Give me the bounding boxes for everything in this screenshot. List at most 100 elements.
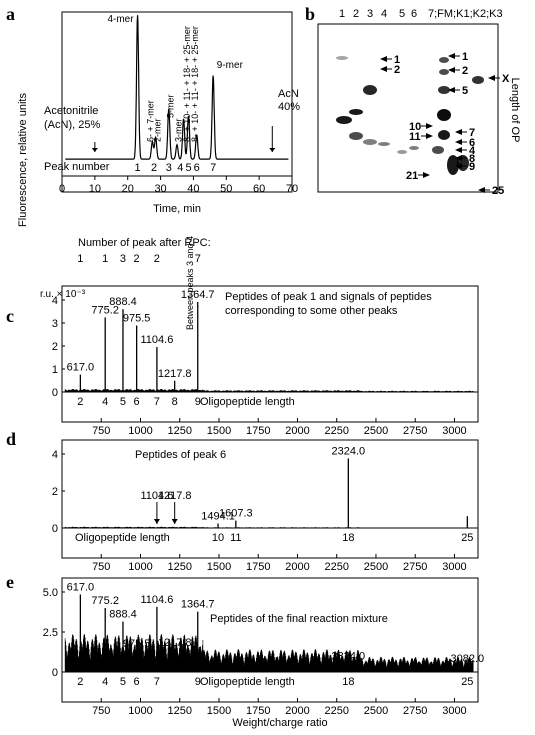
- c-legend-1: Peptides of peak 1 and signals of peptid…: [225, 291, 432, 303]
- spectrum-arrowhead: [171, 519, 178, 524]
- gel-lane-label: 4: [381, 8, 387, 20]
- spectrum-peak-label: 1104.6: [140, 490, 173, 502]
- acn-end-line1: AcN: [278, 88, 299, 100]
- oligopeptide-length-number: 6: [134, 396, 140, 408]
- spectrum-ytick-label: 4: [52, 449, 58, 461]
- spectrum-ytick-label: 0: [52, 387, 58, 399]
- gel-arrowhead: [423, 172, 430, 178]
- spectrum-peak-label: 2324.0: [332, 445, 366, 457]
- spectrum-xtick-label: 2250: [324, 705, 348, 717]
- gel-arrowhead: [380, 66, 387, 72]
- gel-lane-label: 1: [339, 8, 345, 20]
- spectrum-xtick-label: 2500: [364, 561, 388, 573]
- chart-a-peak-number: 1: [135, 162, 141, 174]
- gel-band: [349, 132, 363, 140]
- gel-band: [336, 116, 352, 124]
- oligopeptide-length-number: 25: [461, 676, 473, 688]
- spectrum-xtick-label: 2750: [403, 705, 427, 717]
- gel-band-label: 11: [409, 131, 421, 143]
- spectrum-ytick-label: 2: [52, 486, 58, 498]
- spectrum-xtick-label: 2750: [403, 425, 427, 437]
- panel-label-e: e: [6, 572, 14, 592]
- spectrum-xtick-label: 1000: [128, 561, 152, 573]
- gel-band: [437, 109, 451, 121]
- mass-spectrum-e: Peptides of the final reaction mixture W…: [210, 613, 388, 729]
- gel-arrowhead: [448, 87, 455, 93]
- spectrum-arrowhead: [153, 519, 160, 524]
- spectrum-peak-label: 1364.7: [181, 599, 215, 611]
- chart-a-peak-label: 8- + 10- + 11- + 18- + 25-mer: [182, 26, 192, 142]
- rpc-number: 1: [102, 253, 108, 265]
- oligopeptide-length-number: 4: [102, 676, 108, 688]
- spectrum-noise: [64, 389, 474, 392]
- spectrum-xtick-label: 1250: [167, 425, 191, 437]
- gel-arrowhead: [455, 139, 462, 145]
- gel-band: [336, 56, 348, 60]
- spectrum-peak-label: 617.0: [67, 362, 95, 374]
- gel-lane-label: 6: [411, 8, 417, 20]
- oligopeptide-length-number: 11: [230, 532, 241, 544]
- spectrum-xtick-label: 2750: [403, 561, 427, 573]
- spectrum-ytick-label: 5.0: [43, 587, 58, 599]
- spectrum-xtick-label: 1250: [167, 705, 191, 717]
- acn-start-line1: Acetonitrile: [44, 105, 98, 117]
- mass-spectrum-c: Number of peak after RPC: r.u. × 10⁻³ Pe…: [40, 236, 432, 330]
- panel-label-b: b: [305, 4, 315, 24]
- chart-a-xtick-label: 40: [187, 183, 199, 195]
- oligopeptide-length-number: 9: [195, 396, 201, 408]
- gel-arrowhead: [488, 75, 495, 81]
- oligopeptide-length-number: 8: [172, 396, 178, 408]
- panel-label-a: a: [6, 4, 15, 24]
- chart-a-peak-number: 4: [177, 162, 183, 174]
- gel-band-label: 6: [469, 137, 475, 149]
- spectrum-xtick-label: 750: [92, 425, 110, 437]
- gel-lane-label: 5: [399, 8, 405, 20]
- e-xlabel: Weight/charge ratio: [232, 717, 327, 729]
- chart-a-peak-label: 2-mer: [152, 118, 162, 142]
- spectrum-peak-label: 888.4: [109, 296, 137, 308]
- chart-a-ylabel: Fluorescence, relative units: [17, 93, 29, 227]
- spectrum-xtick-label: 1000: [128, 425, 152, 437]
- e-legend: Peptides of the final reaction mixture: [210, 613, 388, 625]
- chart-a-peak-label: 9-mer: [217, 60, 244, 71]
- gel-band: [363, 85, 377, 95]
- oligopeptide-length-label: Oligopeptide length: [200, 676, 295, 688]
- gel-band: [438, 86, 450, 94]
- oligopeptide-length-number: 18: [342, 676, 354, 688]
- gel-ylabel: Length of OP: [509, 78, 521, 143]
- spectrum-ytick-label: 2.5: [43, 627, 58, 639]
- oligopeptide-length-number: 2: [77, 396, 83, 408]
- spectrum-xtick-label: 2500: [364, 425, 388, 437]
- oligopeptide-length-number: 5: [120, 676, 126, 688]
- gel-band: [349, 109, 363, 115]
- chart-a-peak-number: 2: [151, 162, 157, 174]
- spectrum-peak-label: 2324.0: [332, 650, 366, 662]
- chart-a-peak-label: 4-mer: [107, 14, 134, 25]
- spectrum-xtick-label: 1750: [246, 425, 270, 437]
- oligopeptide-length-number: 9: [195, 676, 201, 688]
- spectrum-peak-label: 1364.7: [181, 289, 215, 301]
- chart-a-acn-arrowhead: [269, 148, 276, 152]
- spectrum-xtick-label: 2250: [324, 561, 348, 573]
- gel-arrowhead: [455, 155, 462, 161]
- oligopeptide-length-number: 6: [134, 676, 140, 688]
- spectrum-xtick-label: 2500: [364, 705, 388, 717]
- chart-a-peak-label: 6- + 7-mer: [146, 100, 156, 142]
- chart-a-xtick-label: 30: [154, 183, 166, 195]
- spectrum-xtick-label: 1500: [207, 425, 231, 437]
- gel-band: [363, 139, 377, 145]
- mass-spectrum-d: Peptides of peak 6: [135, 449, 226, 461]
- spectrum-peak-label: 1104.6: [140, 594, 173, 606]
- gel-band: [432, 146, 444, 154]
- gel-arrowhead: [448, 67, 455, 73]
- spectrum-peak-label: 775.2: [91, 304, 119, 316]
- chromatogram-panel: Fluorescence, relative units Time, min A…: [17, 88, 300, 227]
- acn-start-line2: (AcN), 25%: [44, 119, 100, 131]
- chart-a-xtick-label: 50: [220, 183, 232, 195]
- oligopeptide-length-number: 18: [342, 532, 354, 544]
- spectrum-xtick-label: 1500: [207, 561, 231, 573]
- chart-a-peak-label: 3-mer: [174, 118, 184, 142]
- oligopeptide-length-label: Oligopeptide length: [200, 396, 295, 408]
- gel-band: [438, 130, 450, 140]
